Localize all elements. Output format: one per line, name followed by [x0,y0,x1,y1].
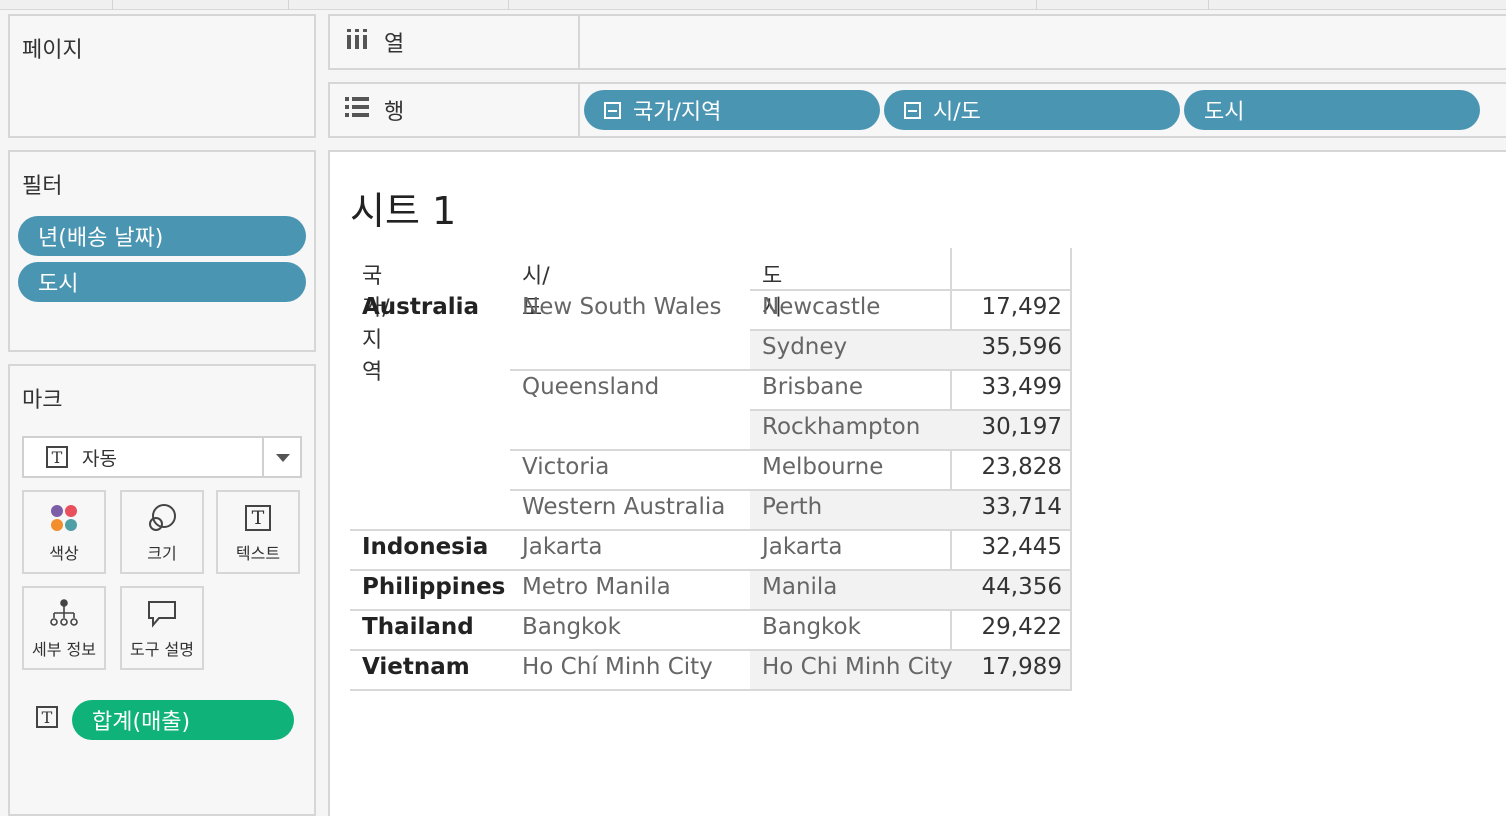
sheet-canvas: 시트 1 국가/지역 시/도 도시 Australia New South Wal… [328,150,1506,816]
cell-city: Ho Chi Minh City [762,654,953,680]
row-separator [750,409,1072,411]
text-encoding-icon: T [36,706,58,728]
row-separator [510,449,1072,451]
mark-type-value: 자동 [82,447,117,470]
cell-city: Bangkok [762,614,861,640]
cell-country: Philippines [362,574,506,600]
color-icon [49,500,79,536]
row-shade [750,410,1070,450]
cell-value: 30,197 [981,414,1062,440]
columns-icon [344,27,370,57]
cell-state: Jakarta [522,534,603,560]
row-pill-city[interactable]: 도시 [1184,90,1480,130]
row-shade [750,570,1070,610]
chevron-down-icon[interactable] [262,438,300,476]
pages-card[interactable]: 페이지 [8,14,316,138]
cell-state: Western Australia [522,494,726,520]
cell-country: Indonesia [362,534,489,560]
row-pill-state[interactable]: 시/도 [884,90,1180,130]
sheet-title: 시트 1 [350,189,457,233]
columns-label: 열 [330,16,580,68]
cell-value: 33,714 [981,494,1062,520]
filter-pill-ship-year[interactable]: 년(배송 날짜) [18,216,306,256]
row-separator [350,649,1072,651]
filters-title: 필터 [22,174,63,199]
marks-detail-button[interactable]: 세부 정보 [22,586,106,670]
rows-label-text: 행 [384,100,405,125]
header-state: 시/도 [522,264,550,321]
cell-value: 17,492 [981,294,1062,320]
tooltip-icon [147,596,177,632]
marks-text-button[interactable]: T 텍스트 [216,490,300,574]
pages-title: 페이지 [22,38,83,63]
cell-state: Bangkok [522,614,621,640]
header-country: 국가/지역 [362,264,390,385]
cell-city: Brisbane [762,374,864,400]
filter-pill-city[interactable]: 도시 [18,262,306,302]
row-shade [750,650,1070,690]
columns-label-text: 열 [384,32,405,57]
marks-color-button[interactable]: 색상 [22,490,106,574]
row-separator [350,609,1072,611]
marks-title: 마크 [22,388,63,413]
cell-country: Australia [362,294,480,320]
cell-city: Melbourne [762,454,884,480]
collapse-icon[interactable] [604,101,621,119]
columns-shelf[interactable]: 열 [328,14,1506,70]
row-separator [350,529,1072,531]
cell-city: Newcastle [762,294,881,320]
measure-pill-sum-sales[interactable]: 합계(매출) [72,700,294,740]
cell-city: Rockhampton [762,414,921,440]
rows-icon [344,96,370,124]
top-toolbar-strip [0,0,1506,10]
row-separator [350,569,1072,571]
cell-country: Thailand [362,614,474,640]
cell-state: Victoria [522,454,610,480]
row-separator [750,289,1072,291]
cell-city: Sydney [762,334,848,360]
row-separator [750,329,1072,331]
cell-state: Metro Manila [522,574,671,600]
row-shade [750,330,1070,370]
cell-value: 23,828 [981,454,1062,480]
cell-value: 44,356 [981,574,1062,600]
cell-state: Ho Chí Minh City [522,654,713,680]
measure-column-left-border [950,248,952,690]
mark-type-dropdown[interactable]: T 자동 [22,436,302,478]
row-separator [510,369,1072,371]
size-icon [146,500,178,536]
marks-size-button[interactable]: 크기 [120,490,204,574]
cell-value: 32,445 [981,534,1062,560]
cell-city: Manila [762,574,838,600]
cell-state: Queensland [522,374,660,400]
marks-tooltip-button[interactable]: 도구 설명 [120,586,204,670]
cell-city: Jakarta [762,534,843,560]
row-shade [750,490,1070,530]
text-mark-icon: T [46,446,68,468]
header-city: 도시 [762,264,783,321]
cell-value: 29,422 [981,614,1062,640]
cell-value: 35,596 [981,334,1062,360]
cell-value: 17,989 [981,654,1062,680]
cell-country: Vietnam [362,654,470,680]
cell-value: 33,499 [981,374,1062,400]
detail-icon [50,596,78,632]
table-bottom-border [350,689,1072,691]
row-separator [510,489,1072,491]
row-pill-country[interactable]: 국가/지역 [584,90,880,130]
text-icon: T [245,500,271,536]
rows-label: 행 [330,84,580,136]
cell-city: Perth [762,494,823,520]
collapse-icon[interactable] [904,101,921,119]
cell-state: New South Wales [522,294,722,320]
measure-column-right-border [1070,248,1072,690]
